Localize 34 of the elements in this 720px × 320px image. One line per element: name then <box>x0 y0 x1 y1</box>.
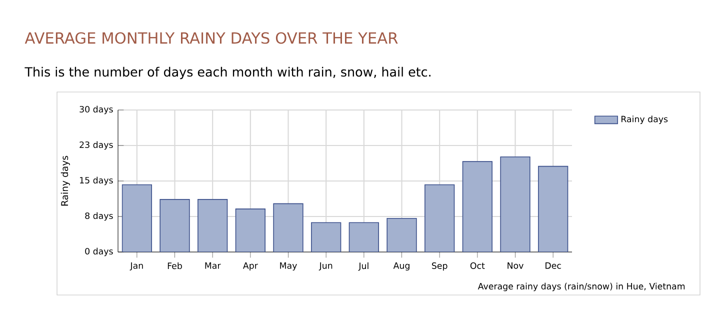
bar <box>311 222 342 252</box>
bar <box>538 166 568 252</box>
chart-subtitle: This is the number of days each month with rain, snow, hail etc. <box>24 66 430 80</box>
bar <box>386 218 417 252</box>
x-tick-label: Sep <box>432 262 448 271</box>
x-tick-label: Aug <box>393 262 410 271</box>
x-tick-label: Oct <box>470 262 485 269</box>
bar <box>235 208 266 252</box>
bar <box>462 161 492 252</box>
x-tick-label: Jan <box>130 262 143 270</box>
x-tick-label: Dec <box>546 262 561 269</box>
bar <box>198 199 228 252</box>
y-axis-title: Rainy days <box>60 156 70 206</box>
bar <box>424 184 455 252</box>
bar <box>273 203 304 252</box>
y-tick-label: 8 days <box>85 212 113 221</box>
bar <box>500 156 530 252</box>
x-tick-label: Jun <box>318 262 332 270</box>
legend-label: Rainy days <box>622 116 668 124</box>
text: Average rainy days (rain/snow) in Hue, Vietnam <box>478 282 685 292</box>
x-tick-label: Jul <box>358 262 368 271</box>
bar <box>122 184 152 252</box>
x-tick-label: Feb <box>168 262 182 270</box>
y-tick-label: 23 days <box>80 141 113 150</box>
x-tick-label: Apr <box>242 262 258 271</box>
y-tick-label: 15 days <box>80 176 113 186</box>
x-tick-label: May <box>280 262 297 271</box>
bar <box>348 222 379 252</box>
x-tick-label: Nov <box>508 262 524 269</box>
y-tick-label: 30 days <box>80 106 113 114</box>
chart-title: AVERAGE MONTHLY RAINY DAYS OVER THE YEAR <box>24 32 398 44</box>
x-tick-label: Mar <box>205 262 221 269</box>
bar <box>160 199 190 252</box>
y-tick-label: 0 days <box>85 248 113 256</box>
